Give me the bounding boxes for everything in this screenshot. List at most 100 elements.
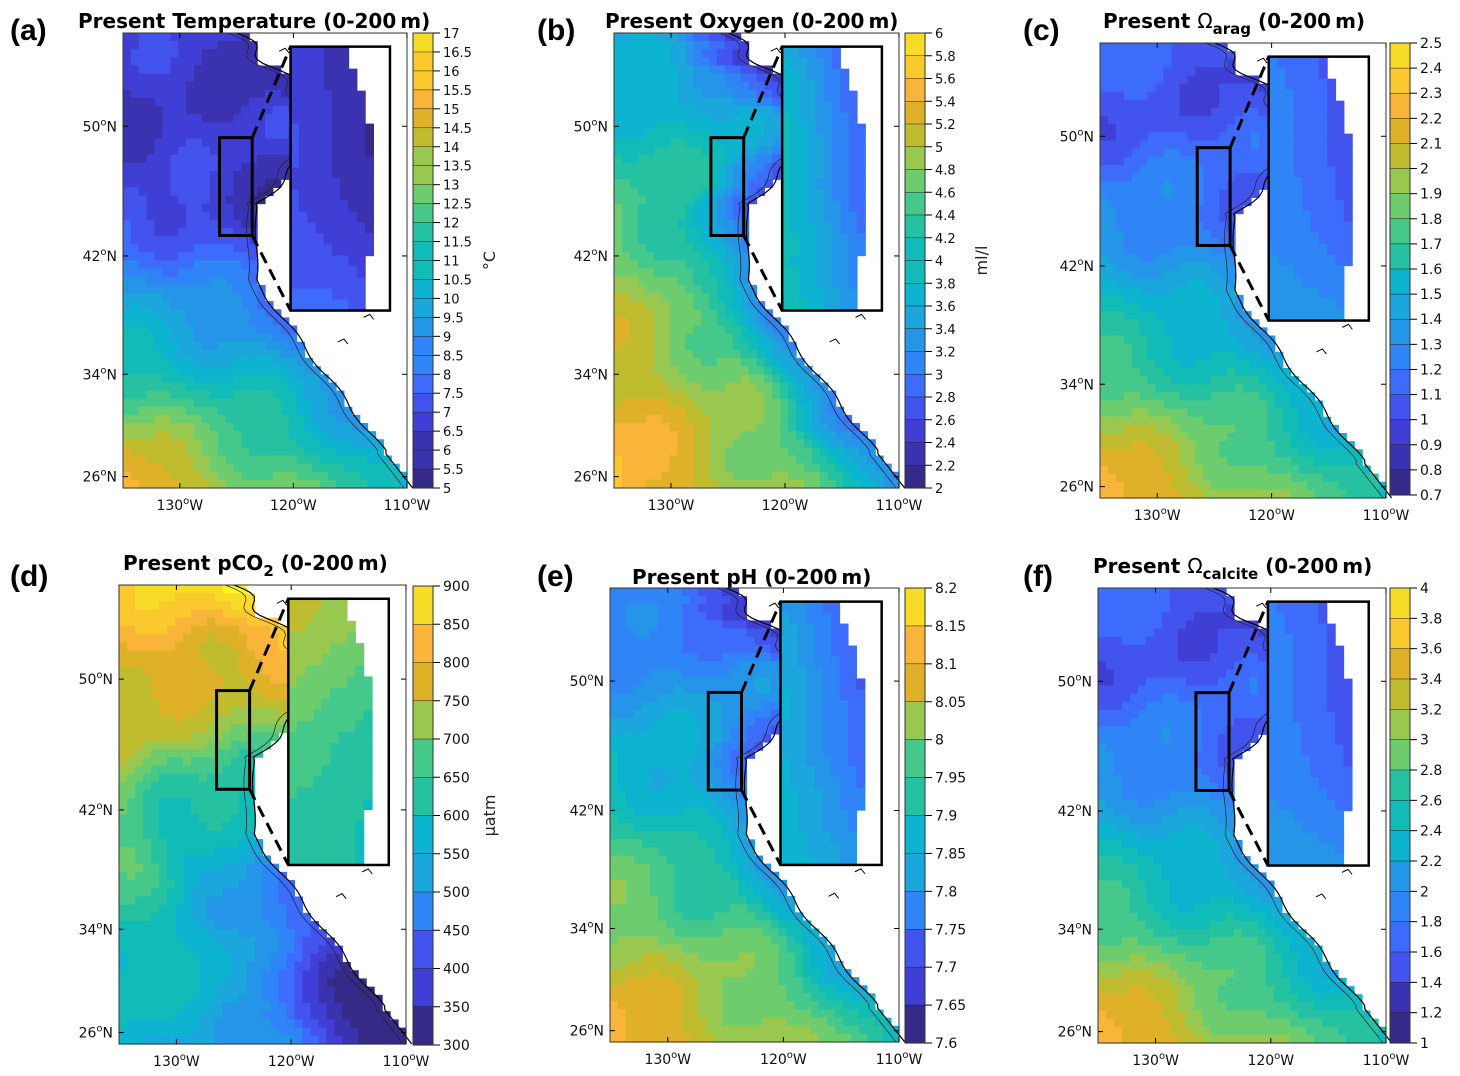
field-cell <box>119 601 128 611</box>
field-cell <box>756 455 766 465</box>
field-cell <box>614 98 623 107</box>
field-cell <box>827 447 837 457</box>
field-cell <box>1163 376 1173 385</box>
field-cell <box>222 601 232 611</box>
field-cell <box>1187 319 1196 328</box>
field-cell <box>1115 51 1125 60</box>
field-cell <box>312 455 321 465</box>
field-cell <box>134 585 144 594</box>
inset-cell <box>307 178 317 191</box>
field-cell <box>1163 303 1173 312</box>
field-cell <box>123 122 132 132</box>
inset-cell <box>815 101 825 114</box>
inset-cell <box>1327 287 1337 300</box>
inset-cell <box>1335 144 1345 157</box>
field-cell <box>1100 148 1109 158</box>
inset-cell <box>307 233 317 246</box>
field-cell <box>162 406 171 416</box>
field-cell <box>716 447 726 457</box>
field-cell <box>233 301 242 310</box>
field-cell <box>1139 99 1149 109</box>
colorbar-bin <box>1389 444 1411 471</box>
field-cell <box>1195 441 1204 450</box>
field-cell <box>265 479 274 489</box>
field-cell <box>194 114 203 123</box>
field-cell <box>1203 164 1212 174</box>
field-cell <box>1266 164 1276 174</box>
field-cell <box>732 179 742 188</box>
field-cell <box>130 463 140 473</box>
field-cell <box>772 463 781 473</box>
field-cell <box>661 423 671 432</box>
inset-cell <box>807 46 816 59</box>
field-cell <box>685 73 694 83</box>
field-cell <box>1203 392 1212 402</box>
field-cell <box>1100 441 1109 450</box>
field-cell <box>614 414 623 424</box>
field-cell <box>1338 489 1347 499</box>
field-cell <box>772 455 781 465</box>
field-cell <box>1163 189 1173 198</box>
field-cell <box>296 130 306 140</box>
field-cell <box>214 609 224 619</box>
field-cell <box>701 260 710 270</box>
field-cell <box>1250 319 1260 328</box>
field-cell <box>1250 91 1260 101</box>
inset-cell <box>1285 78 1295 91</box>
field-cell <box>701 203 710 213</box>
field-cell <box>1100 197 1109 207</box>
field-cell <box>629 163 639 172</box>
field-cell <box>1290 140 1300 150</box>
field-cell <box>170 276 179 286</box>
field-cell <box>1203 327 1212 337</box>
field-cell <box>146 65 156 75</box>
field-cell <box>178 57 187 67</box>
field-cell <box>304 414 313 424</box>
field-cell <box>257 195 266 205</box>
field-cell <box>701 284 710 294</box>
inset-cell <box>856 211 866 224</box>
field-cell <box>811 423 821 432</box>
field-cell <box>162 447 171 457</box>
field-cell <box>1107 43 1117 52</box>
field-cell <box>1139 67 1149 77</box>
field-cell <box>265 414 274 424</box>
field-cell <box>1147 83 1157 93</box>
field-cell <box>1131 140 1141 150</box>
field-cell <box>233 138 242 148</box>
field-cell <box>621 358 631 367</box>
field-cell <box>1139 294 1149 304</box>
field-cell <box>716 138 726 148</box>
field-cell <box>661 293 671 302</box>
colorbar-tick-label: 7.5 <box>443 387 464 402</box>
field-cell <box>1227 311 1236 320</box>
field-cell <box>166 601 176 611</box>
field-cell <box>138 471 148 481</box>
inset-cell <box>1327 122 1337 135</box>
field-cell <box>1195 481 1204 491</box>
inset-cell <box>298 255 308 268</box>
field-cell <box>367 455 377 465</box>
field-cell <box>716 479 726 489</box>
field-cell <box>669 398 678 408</box>
field-cell <box>162 195 171 205</box>
field-cell <box>740 89 750 99</box>
field-cell <box>645 236 655 245</box>
field-cell <box>685 65 694 75</box>
field-cell <box>693 122 702 132</box>
field-cell <box>1147 238 1157 247</box>
field-cell <box>716 471 726 481</box>
field-cell <box>1203 173 1212 182</box>
field-cell <box>123 406 132 416</box>
field-cell <box>1298 473 1308 483</box>
field-cell <box>1250 108 1260 117</box>
inset-cell <box>1268 67 1278 80</box>
field-cell <box>614 317 623 327</box>
field-cell <box>170 268 179 278</box>
field-cell <box>1123 441 1133 450</box>
field-cell <box>709 195 718 205</box>
field-cell <box>645 228 655 237</box>
field-cell <box>701 244 710 253</box>
field-cell <box>130 114 140 123</box>
field-cell <box>186 195 195 205</box>
